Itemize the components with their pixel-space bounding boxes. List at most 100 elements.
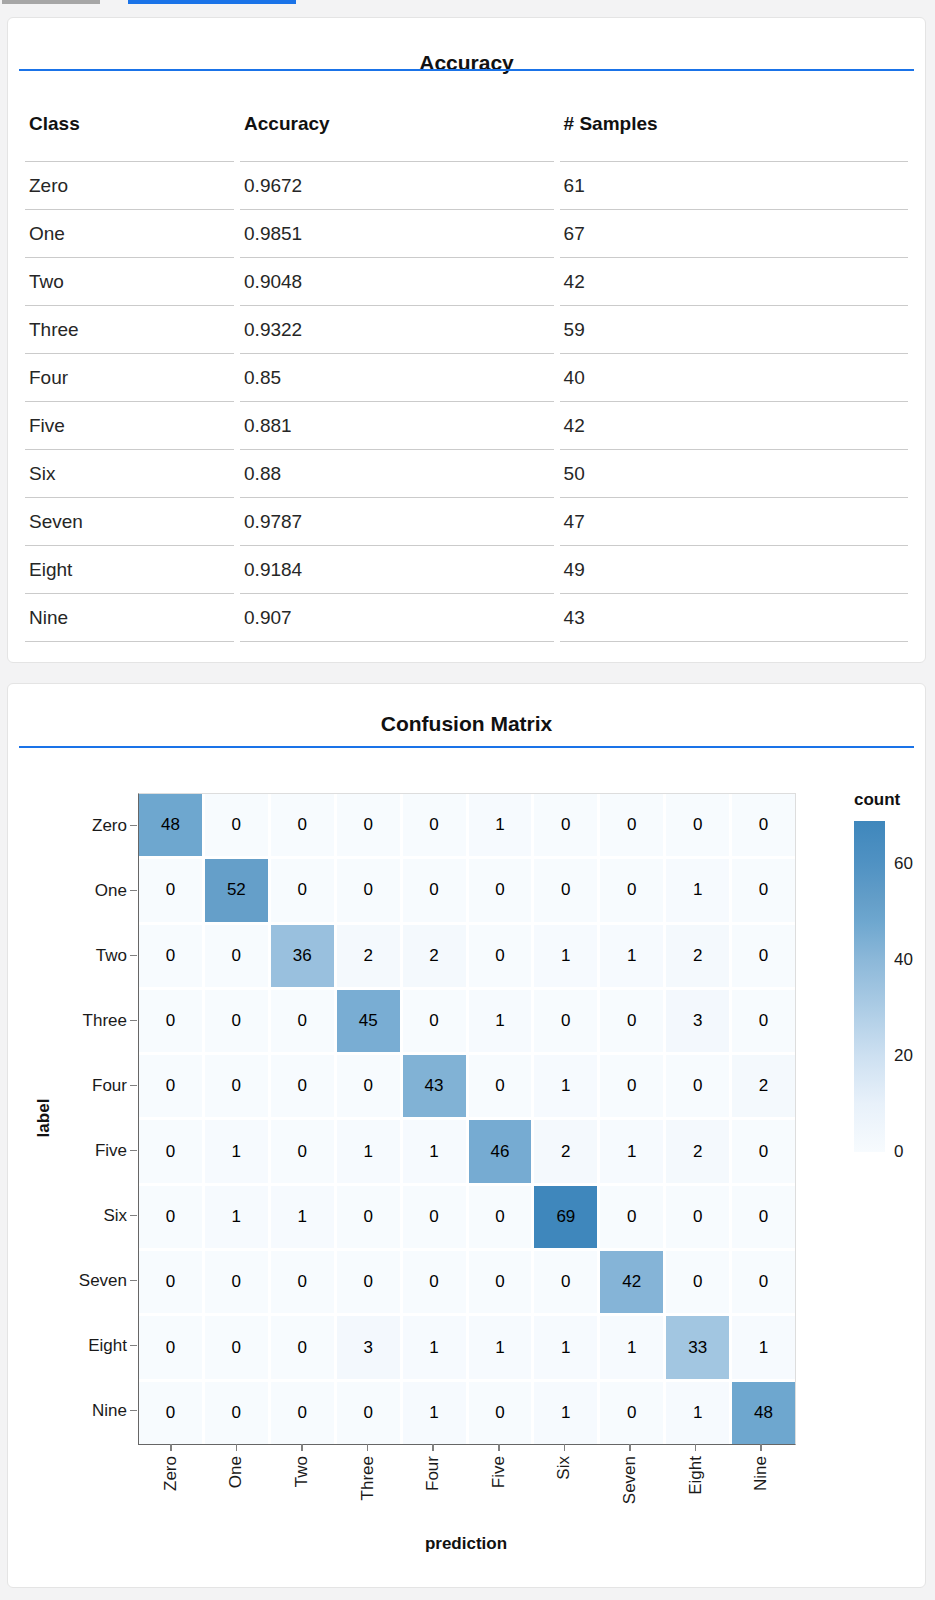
cell-class: Five — [25, 401, 234, 449]
y-tick-label: Four — [8, 1076, 127, 1096]
y-tick-mark — [130, 1085, 137, 1087]
heatmap-cell: 1 — [205, 1120, 268, 1182]
heatmap-cell: 1 — [534, 925, 597, 987]
y-tick-label: Six — [8, 1206, 127, 1226]
heatmap-cell: 1 — [469, 1316, 532, 1378]
x-tick-mark — [695, 1444, 697, 1451]
heatmap-cell: 33 — [666, 1316, 729, 1378]
heatmap-cell: 69 — [534, 1186, 597, 1248]
heatmap-cell: 1 — [469, 990, 532, 1052]
confusion-matrix-chart: 4800001000005200000010003622011200004501… — [8, 764, 927, 1579]
heatmap-cell: 1 — [600, 925, 663, 987]
heatmap-cell: 0 — [600, 990, 663, 1052]
heatmap-cell: 0 — [271, 1120, 334, 1182]
heatmap-cell: 0 — [469, 925, 532, 987]
x-tick-label: Seven — [620, 1456, 640, 1504]
heatmap-cell: 0 — [403, 990, 466, 1052]
heatmap-cell: 0 — [666, 1251, 729, 1313]
top-indicator-bar-blue — [128, 0, 296, 4]
accuracy-table-row: Eight0.918449 — [25, 545, 908, 593]
cell-samples: 47 — [560, 497, 908, 545]
heatmap-cell: 1 — [403, 1382, 466, 1444]
y-tick-label: Five — [8, 1141, 127, 1161]
heatmap-cell: 1 — [666, 1382, 729, 1444]
heatmap-cell: 0 — [403, 794, 466, 856]
x-tick-label: Nine — [751, 1456, 771, 1491]
cell-class: Zero — [25, 161, 234, 209]
y-tick-label: One — [8, 881, 127, 901]
heatmap-cell: 0 — [337, 1186, 400, 1248]
heatmap-cell: 0 — [205, 1251, 268, 1313]
accuracy-table-row: Five0.88142 — [25, 401, 908, 449]
cell-class: Nine — [25, 593, 234, 642]
heatmap-cell: 45 — [337, 990, 400, 1052]
cell-class: Six — [25, 449, 234, 497]
x-tick-mark — [629, 1444, 631, 1451]
heatmap-cell: 0 — [271, 1251, 334, 1313]
cell-accuracy: 0.9672 — [240, 161, 554, 209]
x-tick-label: Four — [423, 1456, 443, 1491]
y-tick-mark — [130, 1150, 137, 1152]
cell-accuracy: 0.881 — [240, 401, 554, 449]
x-tick-label: Two — [292, 1456, 312, 1487]
heatmap-cell: 0 — [337, 1251, 400, 1313]
cell-accuracy: 0.9184 — [240, 545, 554, 593]
x-tick-label: Five — [489, 1456, 509, 1488]
heatmap-cell: 0 — [205, 1055, 268, 1117]
accuracy-table-row: Seven0.978747 — [25, 497, 908, 545]
x-tick-mark — [564, 1444, 566, 1451]
y-tick-mark — [130, 1345, 137, 1347]
heatmap-cell: 0 — [732, 990, 795, 1052]
y-tick-mark — [130, 1020, 137, 1022]
y-tick-label: Three — [8, 1011, 127, 1031]
heatmap-cell: 0 — [732, 1186, 795, 1248]
accuracy-table-row: Zero0.967261 — [25, 161, 908, 209]
x-tick-label: Six — [554, 1456, 574, 1480]
y-axis-title: label — [34, 1099, 54, 1138]
heatmap-cell: 0 — [205, 794, 268, 856]
heatmap-cell: 1 — [600, 1316, 663, 1378]
heatmap-cell: 2 — [534, 1120, 597, 1182]
cell-samples: 61 — [560, 161, 908, 209]
heatmap-cell: 0 — [469, 1382, 532, 1444]
heatmap-cell: 0 — [469, 1251, 532, 1313]
heatmap-cell: 2 — [337, 925, 400, 987]
y-tick-label: Nine — [8, 1401, 127, 1421]
accuracy-card: Accuracy Class Accuracy # Samples Zero0.… — [7, 17, 926, 663]
heatmap-cell: 0 — [469, 1055, 532, 1117]
y-tick-mark — [130, 890, 137, 892]
cell-samples: 40 — [560, 353, 908, 401]
column-header-class: Class — [25, 113, 234, 161]
heatmap-cell: 0 — [205, 1382, 268, 1444]
heatmap-cell: 1 — [534, 1382, 597, 1444]
heatmap-cell: 1 — [534, 1316, 597, 1378]
heatmap-cell: 0 — [271, 1316, 334, 1378]
x-tick-mark — [367, 1444, 369, 1451]
accuracy-table-wrap: Class Accuracy # Samples Zero0.967261One… — [19, 113, 914, 642]
heatmap-cell: 52 — [205, 859, 268, 921]
legend-tick-label: 40 — [894, 950, 913, 970]
heatmap-cell: 0 — [271, 859, 334, 921]
heatmap-cell: 0 — [337, 859, 400, 921]
confusion-title-underline — [19, 746, 914, 748]
heatmap-cell: 48 — [139, 794, 202, 856]
legend-tick-label: 60 — [894, 854, 913, 874]
cell-accuracy: 0.88 — [240, 449, 554, 497]
heatmap-cell: 0 — [139, 1382, 202, 1444]
cell-samples: 42 — [560, 257, 908, 305]
heatmap-cell: 2 — [666, 925, 729, 987]
heatmap-cell: 1 — [403, 1120, 466, 1182]
heatmap-cell: 0 — [600, 1186, 663, 1248]
heatmap-cell: 48 — [732, 1382, 795, 1444]
y-tick-mark — [130, 955, 137, 957]
heatmap-cell: 0 — [403, 1186, 466, 1248]
heatmap-cell: 0 — [139, 1055, 202, 1117]
heatmap-cell: 46 — [469, 1120, 532, 1182]
x-tick-label: Three — [358, 1456, 378, 1500]
cell-accuracy: 0.907 — [240, 593, 554, 642]
accuracy-table-row: Six0.8850 — [25, 449, 908, 497]
page: { "page": { "accent_blue": "#1a73e8", "t… — [0, 0, 935, 1600]
heatmap-cell: 0 — [271, 1382, 334, 1444]
heatmap-cell: 1 — [337, 1120, 400, 1182]
heatmap-cell: 1 — [732, 1316, 795, 1378]
